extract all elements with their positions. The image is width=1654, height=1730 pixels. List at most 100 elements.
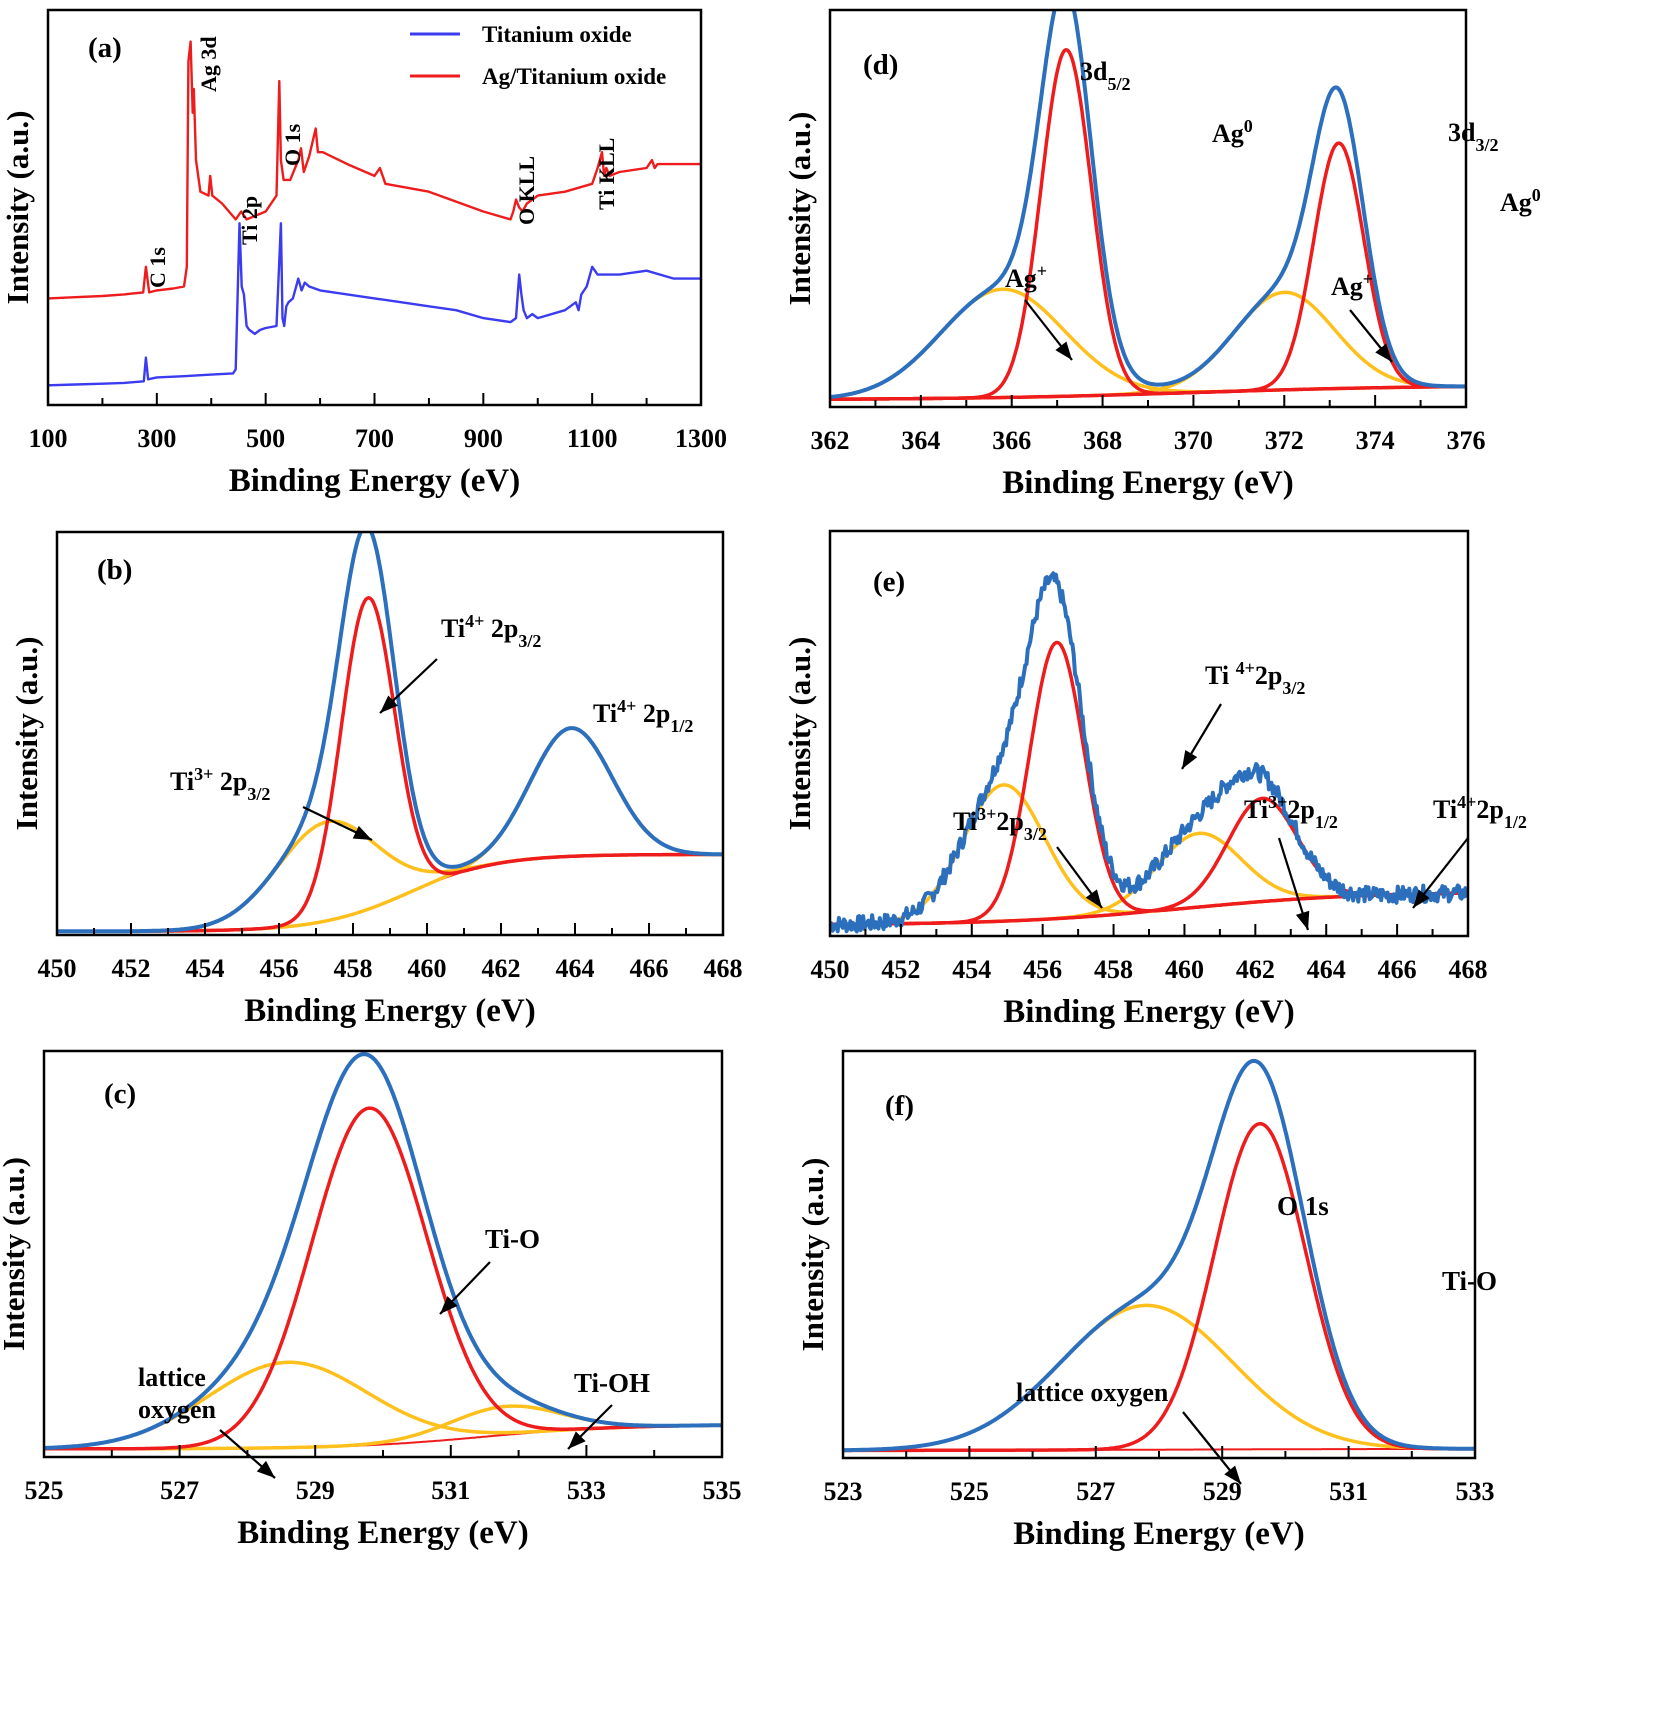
annotation-lattice: lattice [138, 1363, 206, 1392]
x-tick-label: 468 [1449, 955, 1488, 984]
annotation-agplus-b: Ag+ [1331, 269, 1373, 301]
annotation-3d52: 3d5/2 [1080, 57, 1130, 94]
legend-entry: Titanium oxide [482, 22, 632, 47]
y-axis-label: Intensity (a.u.) [795, 1158, 830, 1352]
annotation-ag0-b: Ag0 [1500, 185, 1541, 217]
annotation-ti3-2p32: Ti3+ 2p3/2 [170, 764, 270, 804]
annotation-ti3-2p12: Ti3+2p1/2 [1244, 792, 1338, 832]
x-tick-label: 366 [992, 426, 1031, 455]
envelope-line [843, 1058, 1475, 1453]
component-ti4-2p1-2 [57, 726, 723, 934]
x-tick-label: 468 [704, 954, 743, 983]
panel-label: (f) [885, 1090, 914, 1122]
x-tick-label: 535 [703, 1476, 742, 1505]
annotation-ti4-2p12: Ti4+ 2p1/2 [593, 696, 693, 736]
x-tick-label: 452 [112, 954, 151, 983]
envelope-line [57, 532, 723, 934]
annotation-o1s: O 1s [1277, 1191, 1329, 1221]
background-line [57, 853, 723, 933]
x-tick-label: 466 [1378, 955, 1417, 984]
x-axis-label: Binding Energy (eV) [229, 463, 521, 499]
x-tick-label: 456 [260, 954, 299, 983]
x-tick-label: 450 [811, 955, 850, 984]
panel-label: (c) [104, 1078, 136, 1110]
x-tick-label: 462 [1236, 955, 1275, 984]
envelope-line [830, 10, 1466, 399]
chart-panel-5: 450 452 454 456 458 460 462 464 466 468 Binding En… [782, 529, 1527, 1030]
y-axis-label: Intensity (a.u.) [782, 112, 817, 306]
component-ti4-2p3-2 [830, 640, 1468, 927]
annotation-arrow [439, 1261, 491, 1315]
x-tick-label: 464 [556, 954, 595, 983]
x-tick-label: 100 [29, 424, 68, 453]
x-tick-label: 454 [186, 954, 225, 983]
x-tick-label: 533 [567, 1476, 606, 1505]
peak-label: O 1s [280, 123, 305, 166]
plot-area [48, 40, 701, 387]
series-titanium-oxide [48, 222, 701, 387]
x-tick-label: 376 [1447, 426, 1486, 455]
chart-panel-3: 525 527 529 531 533 535 Binding Energy (eV) Int… [0, 1049, 742, 1551]
legend: Titanium oxide Ag/Titanium oxide [410, 22, 666, 89]
x-axis-label: Binding Energy (eV) [1002, 465, 1294, 501]
plot-area [57, 532, 723, 934]
x-tick-label: 529 [296, 1476, 335, 1505]
x-tick-label: 460 [1165, 955, 1204, 984]
x-axis-label: Binding Energy (eV) [1013, 1516, 1305, 1552]
annotation-arrow [1412, 837, 1469, 909]
x-tick-label: 531 [1329, 1477, 1368, 1506]
annotation-arrow [1277, 837, 1310, 931]
x-tick-label: 525 [25, 1476, 64, 1505]
chart-panel-1: 100 300 500 700 900 1100 1300 Binding Energy (e… [0, 8, 727, 499]
legend-entry: Ag/Titanium oxide [482, 64, 666, 89]
x-tick-label: 450 [38, 954, 77, 983]
x-axis-label: Binding Energy (eV) [244, 993, 536, 1029]
x-tick-label: 300 [137, 424, 176, 453]
annotation-agplus-a: Ag+ [1005, 261, 1047, 293]
x-tick-label: 531 [431, 1476, 470, 1505]
y-axis-label: Intensity (a.u.) [9, 637, 44, 831]
component-ti3-2p3-2 [57, 819, 723, 934]
annotation-ti3-2p32: Ti3+2p3/2 [953, 804, 1047, 844]
x-tick-label: 900 [464, 424, 503, 453]
x-tick-label: 700 [355, 424, 394, 453]
annotation-arrow [1056, 846, 1103, 909]
x-axis-label: Binding Energy (eV) [1003, 994, 1295, 1030]
peak-label: Ti KLL [594, 138, 619, 210]
annotation-arrow [1182, 1411, 1242, 1485]
annotation-ti-o: Ti-O [485, 1224, 540, 1254]
annotation-ti4-2p32: Ti 4+2p3/2 [1205, 658, 1305, 698]
peak-label: Ti 2p [237, 196, 262, 245]
x-tick-label: 364 [901, 426, 940, 455]
x-tick-label: 527 [1076, 1477, 1115, 1506]
envelope-line [44, 1052, 722, 1450]
component-ti4-2p1-2 [830, 796, 1468, 927]
panel-label: (a) [88, 32, 122, 64]
panel-label: (e) [873, 566, 905, 598]
x-tick-label: 464 [1307, 955, 1346, 984]
envelope-line [830, 571, 1468, 934]
x-tick-label: 452 [881, 955, 920, 984]
x-tick-label: 527 [160, 1476, 199, 1505]
x-tick-label: 462 [482, 954, 521, 983]
component-ag0-3d3-2 [830, 141, 1466, 401]
x-tick-label: 533 [1456, 1477, 1495, 1506]
peak-label: C 1s [145, 247, 170, 288]
annotation-arrow [379, 658, 438, 714]
annotation-arrow [1349, 309, 1393, 363]
component-ti-o [44, 1106, 722, 1451]
x-tick-label: 372 [1265, 426, 1304, 455]
plot-frame [55, 530, 725, 937]
x-tick-label: 454 [952, 955, 991, 984]
plot-area [44, 1052, 722, 1451]
peak-label: Ag 3d [196, 36, 221, 92]
x-tick-label: 1300 [675, 424, 727, 453]
x-tick-label: 460 [408, 954, 447, 983]
annotation-3d32: 3d3/2 [1448, 118, 1498, 155]
panel-label: (b) [97, 554, 132, 586]
annotation-ti-o: Ti-O [1442, 1266, 1497, 1296]
x-tick-label: 370 [1174, 426, 1213, 455]
y-axis-label: Intensity (a.u.) [782, 637, 817, 831]
x-tick-label: 374 [1356, 426, 1395, 455]
plot-area [830, 571, 1468, 934]
